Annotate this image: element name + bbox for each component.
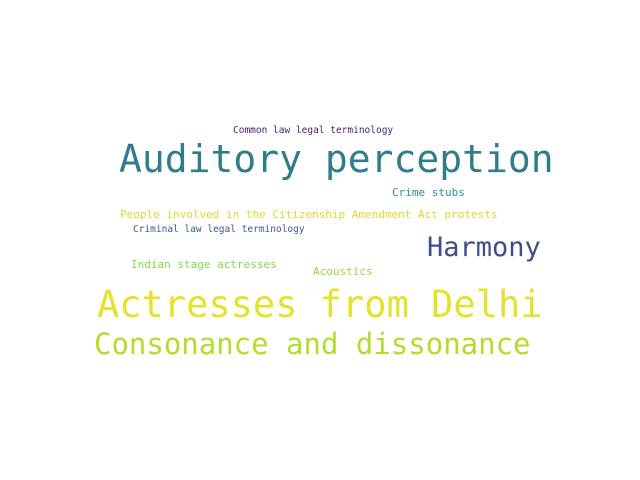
word-indian-stage-actresses: Indian stage actresses xyxy=(131,258,277,271)
word-citizenship-amendment-act-protests: People involved in the Citizenship Amend… xyxy=(120,208,498,221)
word-auditory-perception: Auditory perception xyxy=(119,137,554,181)
word-harmony: Harmony xyxy=(427,232,541,263)
word-crime-stubs: Crime stubs xyxy=(392,186,465,199)
word-acoustics: Acoustics xyxy=(313,265,373,278)
word-common-law-legal-terminology: Common law legal terminology xyxy=(233,125,394,136)
word-actresses-from-delhi: Actresses from Delhi xyxy=(97,283,543,326)
word-criminal-law-legal-terminology: Criminal law legal terminology xyxy=(133,224,305,235)
word-consonance-and-dissonance: Consonance and dissonance xyxy=(94,327,531,361)
